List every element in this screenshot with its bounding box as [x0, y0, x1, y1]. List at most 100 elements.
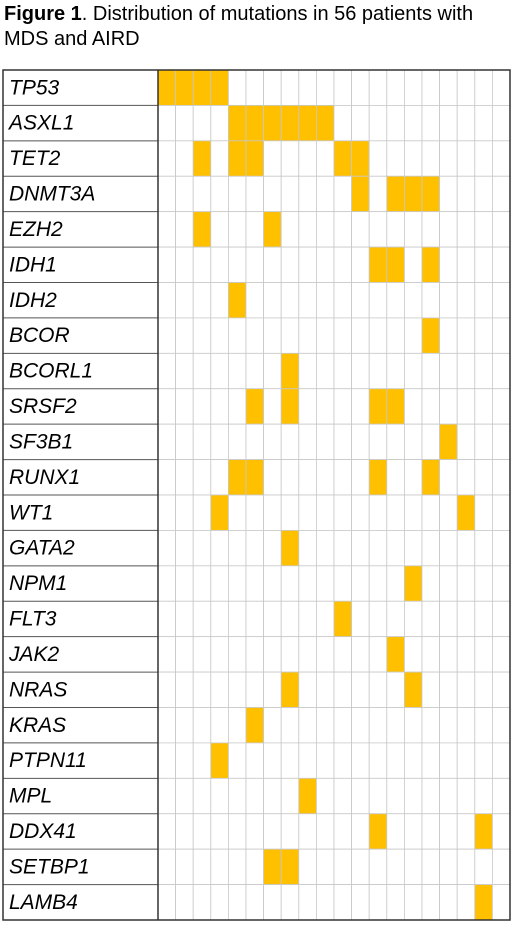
- cell: [280, 105, 300, 142]
- cell: [456, 494, 476, 531]
- cell: [192, 317, 212, 354]
- cell: [403, 105, 423, 142]
- cell: [175, 707, 194, 744]
- cell: [280, 246, 300, 283]
- cell: [403, 530, 423, 567]
- cell: [333, 246, 353, 283]
- cell: [210, 105, 229, 142]
- cell: [351, 211, 370, 248]
- cell: [439, 246, 458, 283]
- cell: [333, 423, 353, 460]
- cell: [491, 282, 511, 319]
- cell: [474, 69, 493, 106]
- gene-label: TET2: [9, 147, 61, 170]
- cell: [368, 459, 388, 496]
- cell: [227, 777, 247, 815]
- cell: [175, 246, 194, 283]
- cell: [386, 211, 405, 248]
- cell: [368, 105, 388, 142]
- cell: [210, 317, 229, 354]
- cell: [227, 707, 247, 744]
- cell: [298, 105, 317, 142]
- cell: [192, 352, 212, 390]
- cell: [192, 282, 212, 319]
- cell: [315, 494, 335, 531]
- cell: [245, 884, 265, 921]
- cell: [210, 600, 229, 638]
- cell: [351, 69, 370, 106]
- cell: [210, 423, 229, 460]
- cell: [227, 246, 247, 283]
- gene-label: FLT3: [9, 608, 57, 631]
- cell: [157, 707, 177, 744]
- cell: [333, 884, 353, 921]
- cell: [403, 636, 423, 673]
- cell: [263, 246, 282, 283]
- cell: [157, 848, 177, 885]
- cell: [403, 884, 423, 921]
- cell: [491, 530, 511, 567]
- cell: [227, 423, 247, 460]
- cell: [175, 530, 194, 567]
- gene-label: TP53: [9, 76, 60, 99]
- cell: [227, 636, 247, 673]
- cell: [351, 140, 370, 177]
- gene-label: SRSF2: [9, 395, 77, 418]
- cell: [157, 671, 177, 708]
- cell: [298, 565, 317, 602]
- cell: [280, 707, 300, 744]
- cell: [157, 69, 177, 106]
- cell: [210, 530, 229, 567]
- cell: [210, 777, 229, 815]
- cell: [175, 317, 194, 354]
- cell: [333, 282, 353, 319]
- cell: [403, 707, 423, 744]
- cell: [315, 671, 335, 708]
- cell: [368, 494, 388, 531]
- cell: [474, 742, 493, 779]
- cell: [368, 600, 388, 638]
- cell: [227, 494, 247, 531]
- cell: [403, 848, 423, 885]
- cell: [368, 707, 388, 744]
- cell: [210, 884, 229, 921]
- cell: [315, 848, 335, 885]
- cell: [351, 246, 370, 283]
- cell: [280, 352, 300, 390]
- cell: [245, 69, 265, 106]
- cell: [421, 848, 441, 885]
- cell: [210, 565, 229, 602]
- cell: [175, 600, 194, 638]
- cell: [439, 423, 458, 460]
- cell: [386, 282, 405, 319]
- cell: [157, 459, 177, 496]
- cell: [263, 211, 282, 248]
- cell: [403, 352, 423, 390]
- cell: [474, 459, 493, 496]
- cell: [439, 175, 458, 213]
- cell: [421, 494, 441, 531]
- gene-label: IDH1: [9, 253, 57, 276]
- cell: [245, 565, 265, 602]
- cell: [403, 565, 423, 602]
- cell: [245, 530, 265, 567]
- cell: [227, 352, 247, 390]
- cell: [456, 565, 476, 602]
- cell: [298, 707, 317, 744]
- cell: [474, 707, 493, 744]
- cell: [456, 530, 476, 567]
- cell: [386, 388, 405, 425]
- cell: [386, 69, 405, 106]
- cell: [298, 423, 317, 460]
- cell: [298, 69, 317, 106]
- cell: [456, 282, 476, 319]
- cell: [474, 671, 493, 708]
- cell: [227, 671, 247, 708]
- cell: [491, 246, 511, 283]
- cell: [210, 352, 229, 390]
- cell: [351, 530, 370, 567]
- cell: [298, 246, 317, 283]
- gene-label: GATA2: [9, 537, 75, 560]
- cell: [245, 317, 265, 354]
- cell: [298, 388, 317, 425]
